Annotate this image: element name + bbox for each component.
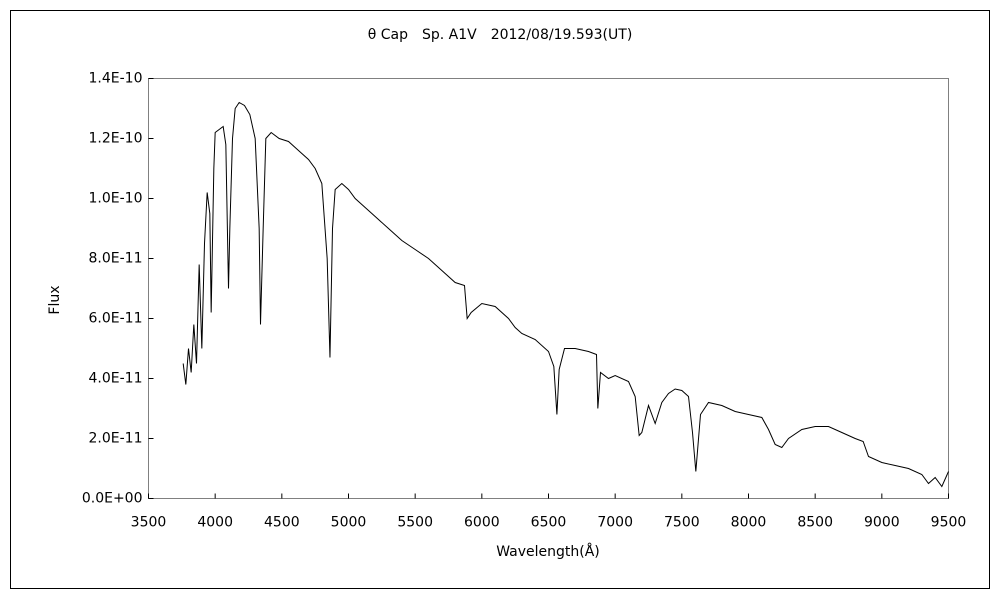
y-tick-label: 8.0E-11	[89, 251, 143, 267]
x-tick-label: 5000	[331, 515, 367, 531]
y-tick-label: 0.0E+00	[82, 491, 143, 507]
x-tick-label: 7500	[664, 515, 700, 531]
x-tick-label: 9500	[931, 515, 967, 531]
y-tick-label: 6.0E-11	[89, 311, 143, 327]
x-tick-label: 5500	[397, 515, 433, 531]
x-axis-label: Wavelength(Å)	[496, 543, 600, 560]
y-tick-label: 1.2E-10	[89, 131, 143, 147]
y-tick-label: 2.0E-11	[89, 431, 143, 447]
x-tick-label: 9000	[864, 515, 900, 531]
y-tick-label: 1.0E-10	[89, 191, 143, 207]
y-tick-label: 1.4E-10	[89, 71, 143, 87]
x-tick-label: 7000	[597, 515, 633, 531]
y-tick-label: 4.0E-11	[89, 371, 143, 387]
x-tick-label: 4000	[197, 515, 233, 531]
y-axis-label: Flux	[47, 285, 63, 314]
x-tick-label: 8000	[731, 515, 767, 531]
spectrum-line	[182, 101, 949, 488]
x-tick-label: 6500	[531, 515, 567, 531]
x-tick-label: 6000	[464, 515, 500, 531]
chart-title: θ Cap Sp. A1V 2012/08/19.593(UT)	[368, 27, 633, 43]
chart-border	[10, 10, 990, 589]
plot-area	[148, 78, 949, 499]
x-tick-label: 3500	[131, 515, 167, 531]
x-tick-label: 8500	[797, 515, 833, 531]
x-tick-label: 4500	[264, 515, 300, 531]
